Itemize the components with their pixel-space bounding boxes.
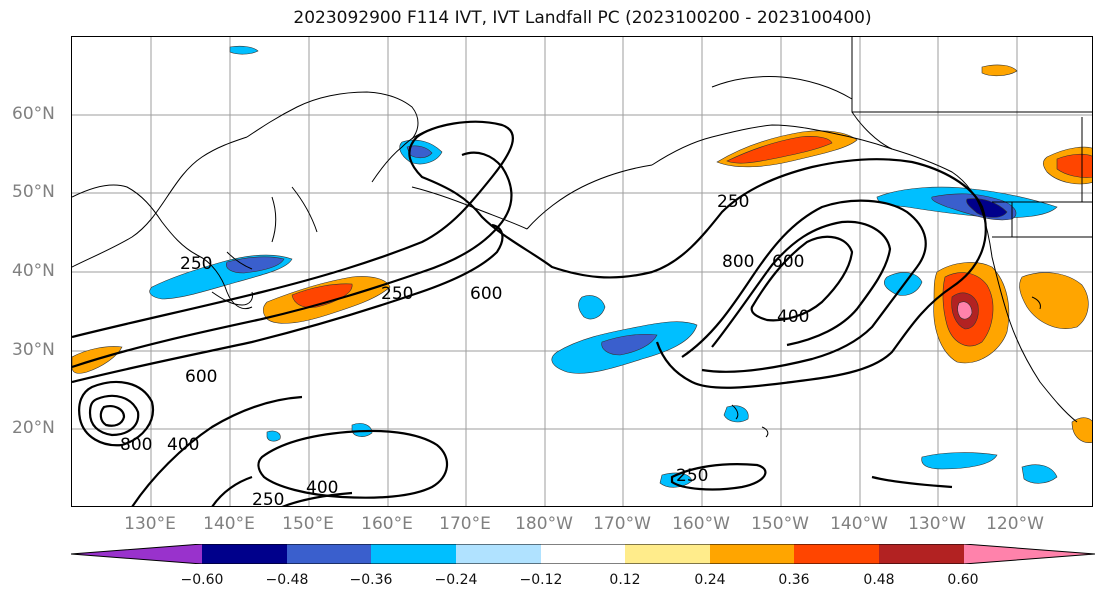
contour-label-800-sw: 800 [120, 435, 152, 455]
ivt-contours [72, 120, 987, 506]
contour-label-250-ne: 250 [717, 192, 749, 212]
lon-label-170w: 170°W [593, 514, 651, 534]
contour-label-800-east: 800 [722, 252, 754, 272]
colorbar-segment [202, 544, 287, 564]
colorbar-segment [541, 544, 625, 564]
map-title: 2023092900 F114 IVT, IVT Landfall PC (20… [293, 8, 872, 28]
map-panel: 250 250 600 800 600 400 400 800 600 250 … [71, 36, 1093, 507]
lon-label-160e: 160°E [361, 514, 413, 534]
colorbar-tick: −0.60 [180, 572, 224, 588]
contour-label-400-east: 400 [777, 307, 809, 327]
lat-label-40n: 40°N [12, 261, 55, 281]
contour-label-250-se: 250 [676, 466, 708, 486]
lon-label-160w: 160°W [672, 514, 730, 534]
lon-label-150e: 150°E [282, 514, 334, 534]
lon-label-120w: 120°W [986, 514, 1044, 534]
lon-label-130w: 130°W [908, 514, 966, 534]
contour-label-600-east: 600 [772, 252, 804, 272]
contour-label-group: 250 250 600 800 600 400 400 800 600 250 … [120, 192, 809, 507]
colorbar-segment [964, 544, 1095, 564]
colorbar-segment [371, 544, 456, 564]
colorbar-tick: −0.36 [349, 572, 393, 588]
colorbar-tick: 0.36 [778, 572, 810, 588]
lat-label-30n: 30°N [12, 340, 55, 360]
colorbar-segment [794, 544, 879, 564]
colorbar-tick: 0.60 [947, 572, 979, 588]
colorbar-tick: 0.12 [609, 572, 641, 588]
colorbar-segment [879, 544, 964, 564]
colorbar-segment [287, 544, 371, 564]
colorbar [71, 544, 1095, 564]
lon-label-130e: 130°E [124, 514, 176, 534]
coastlines [72, 37, 1092, 438]
contour-label-250-south: 250 [252, 490, 284, 507]
lat-label-20n: 20°N [12, 418, 55, 438]
colorbar-segment [625, 544, 710, 564]
colorbar-segment [710, 544, 794, 564]
lon-label-150w: 150°W [751, 514, 809, 534]
colorbar-segment [71, 544, 202, 564]
colorbar-tick: −0.12 [519, 572, 563, 588]
colorbar-tick: −0.24 [434, 572, 478, 588]
map-canvas: 250 250 600 800 600 400 400 800 600 250 … [72, 37, 1092, 507]
colorbar-tick: 0.48 [863, 572, 895, 588]
colorbar-segments [71, 544, 1095, 564]
lat-label-50n: 50°N [12, 182, 55, 202]
contour-label-250-center: 250 [381, 284, 413, 304]
lon-label-170e: 170°E [439, 514, 491, 534]
contour-label-400-sw: 400 [167, 435, 199, 455]
colorbar-tick: −0.48 [265, 572, 309, 588]
contour-label-600-center: 600 [470, 284, 502, 304]
lon-label-140w: 140°W [830, 514, 888, 534]
lat-label-60n: 60°N [12, 104, 55, 124]
lon-label-140e: 140°E [203, 514, 255, 534]
contour-label-400-south: 400 [306, 478, 338, 498]
colorbar-segment [456, 544, 541, 564]
contour-label-600-sw: 600 [185, 367, 217, 387]
contour-label-250-west: 250 [180, 254, 212, 274]
lon-label-180w: 180°W [515, 514, 573, 534]
colorbar-tick: 0.24 [694, 572, 726, 588]
